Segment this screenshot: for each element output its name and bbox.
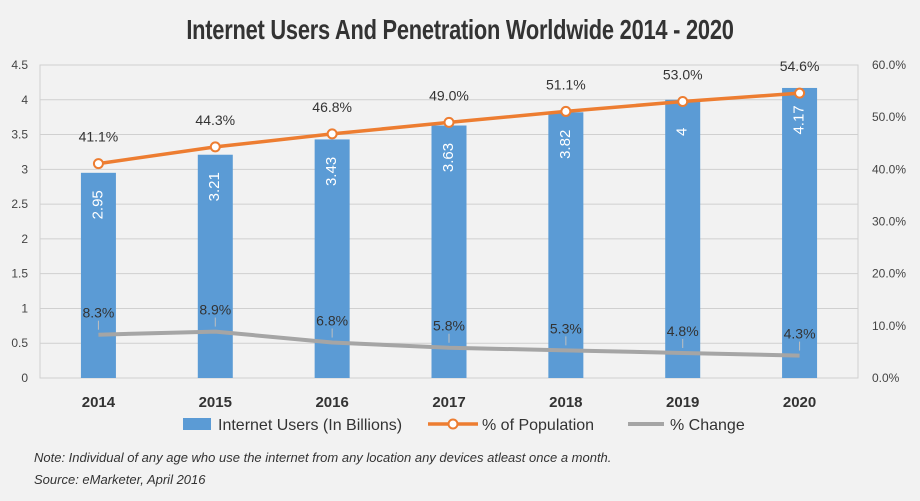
- x-tick-label: 2019: [666, 394, 699, 411]
- legend-label-bars: Internet Users (In Billions): [218, 417, 402, 434]
- change-value-label: 4.3%: [784, 326, 816, 342]
- y-tick-left: 3: [21, 162, 28, 176]
- y-tick-right: 20.0%: [872, 267, 906, 281]
- population-marker: [794, 87, 806, 99]
- population-value-label: 41.1%: [79, 129, 119, 145]
- y-tick-left: 4.5: [11, 58, 28, 72]
- population-marker: [209, 141, 221, 153]
- y-tick-left: 1: [21, 301, 28, 315]
- legend-marker-population: [447, 418, 459, 430]
- population-marker: [560, 105, 572, 117]
- footnote: Note: Individual of any age who use the …: [34, 450, 612, 465]
- bar-value-label: 2.95: [89, 190, 106, 219]
- y-tick-left: 0: [21, 371, 28, 385]
- bar-value-label: 4.17: [791, 105, 808, 134]
- population-marker: [92, 158, 104, 170]
- change-value-label: 8.3%: [82, 305, 114, 321]
- y-tick-right: 60.0%: [872, 58, 906, 72]
- y-tick-right: 40.0%: [872, 162, 906, 176]
- bar: [548, 112, 584, 378]
- population-value-label: 44.3%: [195, 112, 235, 128]
- population-value-label: 49.0%: [429, 87, 469, 103]
- population-value-label: 54.6%: [780, 58, 820, 74]
- population-value-label: 46.8%: [312, 99, 352, 115]
- x-tick-label: 2016: [315, 394, 348, 411]
- chart-title: Internet Users And Penetration Worldwide…: [186, 14, 734, 45]
- source-note: Source: eMarketer, April 2016: [34, 472, 206, 487]
- y-tick-left: 4: [21, 93, 28, 107]
- change-value-label: 8.9%: [199, 302, 231, 318]
- bar-value-label: 3.21: [206, 172, 223, 201]
- x-tick-label: 2017: [432, 394, 465, 411]
- legend-label-change: % Change: [670, 417, 745, 434]
- y-tick-right: 0.0%: [872, 371, 900, 385]
- change-value-label: 5.3%: [550, 320, 582, 336]
- y-tick-right: 10.0%: [872, 319, 906, 333]
- x-tick-label: 2014: [82, 394, 116, 411]
- y-tick-right: 30.0%: [872, 215, 906, 229]
- change-value-label: 5.8%: [433, 318, 465, 334]
- population-marker: [326, 128, 338, 140]
- y-tick-left: 1.5: [11, 267, 28, 281]
- y-tick-left: 3.5: [11, 128, 28, 142]
- legend-label-population: % of Population: [482, 417, 594, 434]
- bar-value-label: 3.43: [323, 157, 340, 186]
- x-tick-label: 2015: [199, 394, 232, 411]
- bar-value-label: 3.63: [440, 143, 457, 172]
- bar: [782, 87, 818, 378]
- y-tick-left: 2.5: [11, 197, 28, 211]
- population-value-label: 51.1%: [546, 76, 586, 92]
- bar-value-label: 4: [674, 128, 691, 136]
- legend-swatch-bars: [183, 418, 211, 430]
- population-marker: [443, 116, 455, 128]
- y-tick-right: 50.0%: [872, 110, 906, 124]
- bar: [665, 99, 701, 379]
- change-line: [98, 329, 800, 358]
- population-value-label: 53.0%: [663, 67, 703, 83]
- bar: [314, 139, 350, 378]
- population-marker: [677, 96, 689, 108]
- y-tick-left: 2: [21, 232, 28, 246]
- x-tick-label: 2018: [549, 394, 582, 411]
- change-value-label: 6.8%: [316, 313, 348, 329]
- x-tick-label: 2020: [783, 394, 816, 411]
- bar-value-label: 3.82: [557, 130, 574, 159]
- bar: [197, 154, 233, 378]
- y-tick-left: 0.5: [11, 336, 28, 350]
- bar: [80, 172, 116, 378]
- change-value-label: 4.8%: [667, 323, 699, 339]
